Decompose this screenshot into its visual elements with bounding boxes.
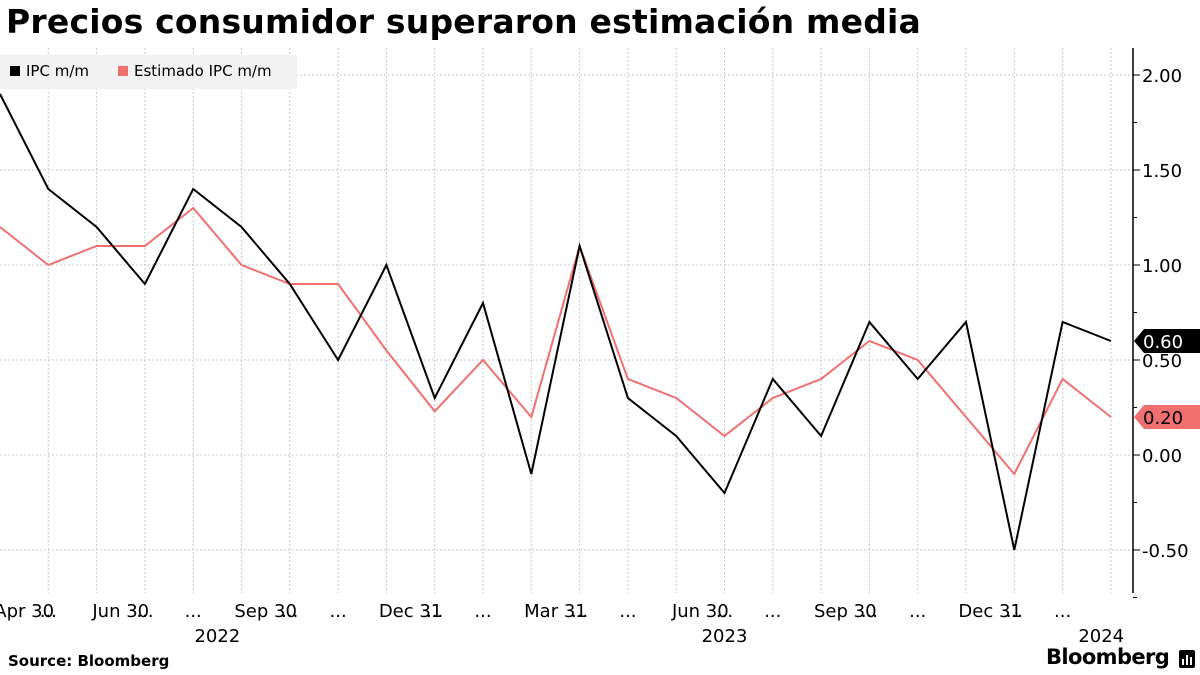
x-tick-label: ... xyxy=(281,601,298,622)
badge-shape xyxy=(1134,329,1200,353)
x-tick-label: ... xyxy=(619,601,636,622)
x-tick-label: Dec 31 xyxy=(958,601,1021,622)
x-tick-label: Jun 30 xyxy=(671,601,729,622)
legend-swatch-ipc xyxy=(10,66,20,76)
series-line-estimate xyxy=(0,206,1112,476)
x-tick-label: Dec 31 xyxy=(379,601,442,622)
badge-label: 0.20 xyxy=(1143,408,1183,429)
x-tick-label: ... xyxy=(764,601,781,622)
source-note: Source: Bloomberg xyxy=(8,652,170,670)
legend-label-ipc: IPC m/m xyxy=(26,62,89,80)
series-lines xyxy=(0,93,1112,551)
gridlines xyxy=(0,48,1133,593)
y-tick-label: 1.00 xyxy=(1142,256,1182,277)
y-tick-label: 0.00 xyxy=(1142,446,1182,467)
x-tick-label: ... xyxy=(1006,601,1023,622)
y-tick-label: 1.50 xyxy=(1142,161,1182,182)
x-tick-label: Sep 30 xyxy=(234,601,297,622)
x-tick-label: ... xyxy=(330,601,347,622)
last-value-badges: 0.60 0.20 xyxy=(1134,329,1200,429)
x-year-label: 2024 xyxy=(1078,626,1124,647)
x-tick-label: ... xyxy=(909,601,926,622)
x-year-label: 2023 xyxy=(702,626,748,647)
x-tick-label: ... xyxy=(474,601,491,622)
x-tick-label: ... xyxy=(1054,601,1071,622)
chart-title: Precios consumidor superaron estimación … xyxy=(6,2,922,41)
x-tick-label: ... xyxy=(861,601,878,622)
badge-label: 0.60 xyxy=(1143,332,1183,353)
series-line-ipc xyxy=(0,93,1112,551)
x-tick-label: ... xyxy=(571,601,588,622)
x-tick-label: ... xyxy=(136,601,153,622)
x-tick-label: Sep 30 xyxy=(814,601,877,622)
x-tick-label: ... xyxy=(40,601,57,622)
legend-background xyxy=(0,55,297,89)
bloomberg-logo: Bloomberg xyxy=(1046,645,1170,669)
last-value-badge-estimate: 0.20 xyxy=(1134,405,1200,429)
x-tick-label: Mar 31 xyxy=(524,601,587,622)
y-axis: 2.00 1.50 1.00 0.50 0.00 -0.50 xyxy=(1132,48,1189,598)
badge-shape xyxy=(1134,405,1200,429)
x-tick-label: ... xyxy=(185,601,202,622)
y-tick-label: -0.50 xyxy=(1142,541,1189,562)
last-value-badge-ipc: 0.60 xyxy=(1134,329,1200,353)
x-tick-label: Apr 30 xyxy=(0,601,54,622)
y-tick-label: 2.00 xyxy=(1142,66,1182,87)
bloomberg-mark-icon xyxy=(1179,650,1195,668)
x-year-label: 2022 xyxy=(194,626,240,647)
legend: IPC m/m Estimado IPC m/m xyxy=(0,55,297,89)
y-tick-label: 0.50 xyxy=(1142,351,1182,372)
x-tick-label: ... xyxy=(716,601,733,622)
x-axis: Apr 30... Jun 30...... Sep 30...... Dec 31.… xyxy=(0,601,1124,647)
x-tick-label: ... xyxy=(426,601,443,622)
legend-label-estimate: Estimado IPC m/m xyxy=(134,62,272,80)
legend-swatch-estimate xyxy=(118,66,128,76)
x-tick-label: Jun 30 xyxy=(91,601,149,622)
